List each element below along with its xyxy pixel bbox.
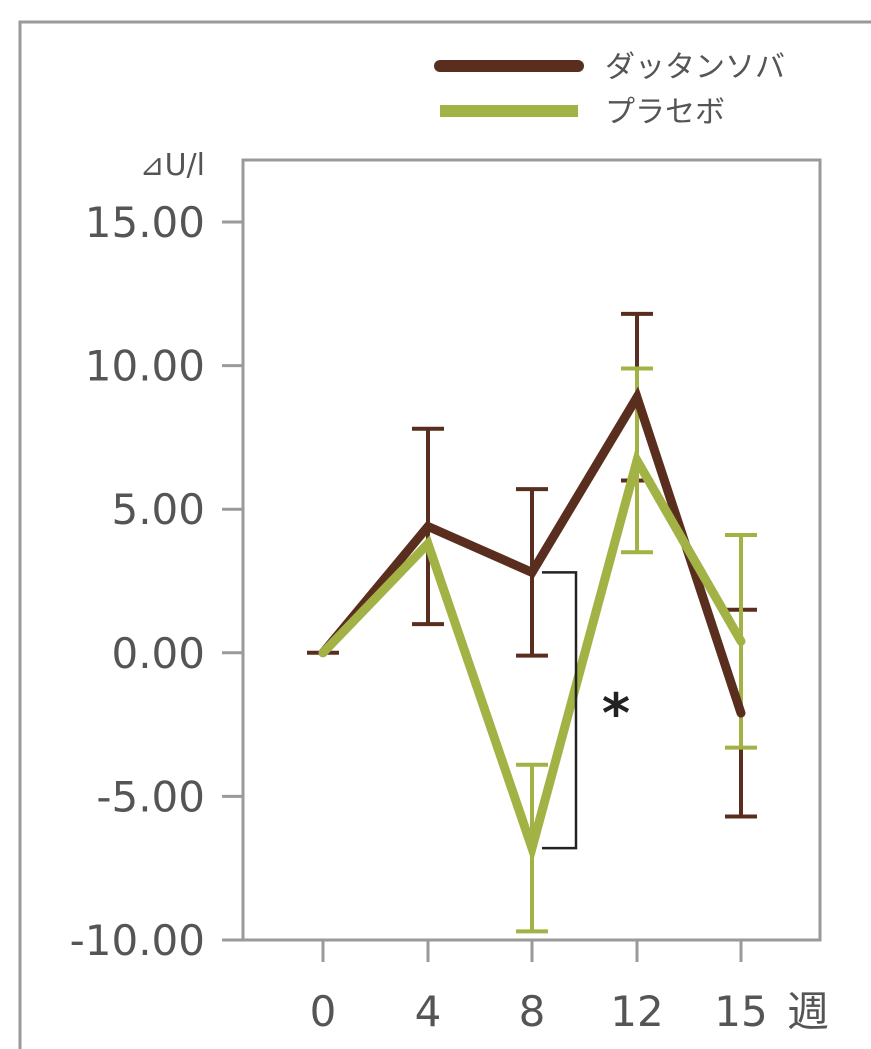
- legend-label-buckwheat: ダッタンソバ: [605, 50, 785, 85]
- figure-frame: [18, 20, 871, 1049]
- x-tick-label: 12: [610, 987, 663, 1036]
- y-axis-unit-label: ⊿U/l: [139, 148, 205, 183]
- series-layer: [307, 311, 757, 934]
- y-tick-label: 15.00: [85, 198, 205, 247]
- y-tick-label: -5.00: [96, 772, 205, 821]
- y-tick-label: 0.00: [111, 629, 205, 678]
- x-axis-ticks: 0 4 8 12 15: [310, 940, 768, 1036]
- legend-label-placebo: プラセボ: [605, 95, 725, 130]
- significance-bracket: [542, 571, 578, 850]
- y-axis-ticks: 15.00 10.00 5.00 0.00 -5.00 -10.00: [70, 198, 243, 965]
- significance-annotation: *: [542, 571, 630, 850]
- y-tick-label: -10.00: [70, 916, 205, 965]
- x-tick-label: 0: [310, 987, 337, 1036]
- legend: ダッタンソバ プラセボ: [434, 50, 785, 130]
- x-axis-unit-label: 週: [787, 987, 829, 1036]
- x-tick-label: 4: [415, 987, 442, 1036]
- significance-asterisk: *: [602, 682, 630, 745]
- y-tick-label: 10.00: [85, 342, 205, 391]
- x-tick-label: 8: [519, 987, 546, 1036]
- x-tick-label: 15: [714, 987, 767, 1036]
- y-tick-label: 5.00: [111, 485, 205, 534]
